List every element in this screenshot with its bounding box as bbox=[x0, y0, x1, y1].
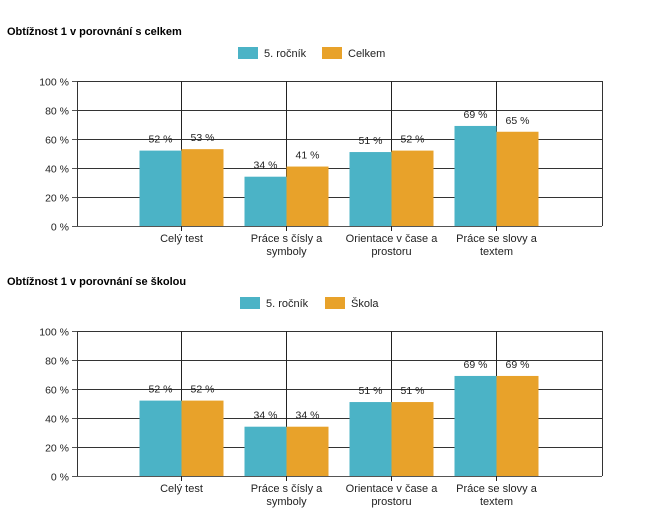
category-label: Práce se slovy a textem bbox=[456, 483, 538, 508]
y-tick-label: 40 % bbox=[45, 164, 69, 176]
y-tick-label: 0 % bbox=[51, 472, 69, 484]
bar-s1-c1 bbox=[139, 400, 182, 476]
bar-s1-c2 bbox=[244, 426, 287, 476]
y-tick-label: 20 % bbox=[45, 193, 69, 205]
data-label: 53 % bbox=[191, 132, 215, 144]
y-tick-label: 60 % bbox=[45, 135, 69, 147]
y-tick-label: 80 % bbox=[45, 106, 69, 118]
data-label: 51 % bbox=[359, 135, 383, 147]
legend-swatch-1 bbox=[240, 297, 260, 309]
data-label: 69 % bbox=[464, 109, 488, 121]
bar-s2-c4 bbox=[496, 375, 539, 476]
legend-swatch-1 bbox=[238, 47, 258, 59]
data-label: 34 % bbox=[254, 410, 278, 422]
y-tick-label: 100 % bbox=[39, 77, 69, 89]
data-label: 51 % bbox=[359, 385, 383, 397]
y-tick-label: 20 % bbox=[45, 443, 69, 455]
bar-s1-c1 bbox=[139, 150, 182, 226]
category-label-line: Práce se slovy a bbox=[456, 483, 538, 495]
category-label: Orientace v čase a prostoru bbox=[346, 233, 439, 258]
y-tick-label: 80 % bbox=[45, 356, 69, 368]
data-label: 34 % bbox=[254, 160, 278, 172]
data-label: 51 % bbox=[401, 385, 425, 397]
data-label: 52 % bbox=[401, 134, 425, 146]
legend-label-1: 5. ročník bbox=[264, 48, 307, 60]
category-label-line: Práce s čísly a bbox=[251, 233, 323, 245]
category-label-line: Celý test bbox=[160, 233, 203, 245]
chart-title: Obtížnost 1 v porovnání s celkem bbox=[7, 26, 182, 38]
category-label-line: Orientace v čase a bbox=[346, 483, 439, 495]
y-tick-label: 0 % bbox=[51, 222, 69, 234]
y-tick-label: 60 % bbox=[45, 385, 69, 397]
category-label-line: Práce se slovy a bbox=[456, 233, 538, 245]
chart-2: Obtížnost 1 v porovnání se školou 5. ročn… bbox=[7, 276, 603, 508]
y-tick-label: 100 % bbox=[39, 327, 69, 339]
chart-1: Obtížnost 1 v porovnání s celkem 5. roční… bbox=[7, 26, 603, 258]
category-label-line: symboly bbox=[266, 496, 307, 508]
category-label: Práce s čísly a symboly bbox=[251, 233, 323, 258]
data-label: 69 % bbox=[506, 359, 530, 371]
data-label: 41 % bbox=[296, 150, 320, 162]
bar-s1-c3 bbox=[349, 152, 392, 226]
data-label: 65 % bbox=[506, 115, 530, 127]
data-label: 52 % bbox=[149, 384, 173, 396]
bar-s1-c2 bbox=[244, 176, 287, 226]
category-label-line: textem bbox=[480, 246, 513, 258]
legend-label-1: 5. ročník bbox=[266, 298, 309, 310]
bar-s2-c2 bbox=[286, 426, 329, 476]
bar-s2-c3 bbox=[391, 150, 434, 226]
category-label-line: textem bbox=[480, 496, 513, 508]
bar-s1-c3 bbox=[349, 402, 392, 476]
bar-s2-c1 bbox=[181, 149, 224, 226]
bar-s2-c3 bbox=[391, 402, 434, 476]
legend: 5. ročník Celkem bbox=[238, 47, 385, 60]
category-label-line: prostoru bbox=[371, 246, 411, 258]
bar-s1-c4 bbox=[454, 125, 497, 226]
chart-title: Obtížnost 1 v porovnání se školou bbox=[7, 276, 186, 288]
legend-label-2: Celkem bbox=[348, 48, 385, 60]
category-label-line: Práce s čísly a bbox=[251, 483, 323, 495]
category-label-line: Orientace v čase a bbox=[346, 233, 439, 245]
y-tick-label: 40 % bbox=[45, 414, 69, 426]
category-label: Celý test bbox=[160, 233, 203, 245]
legend-swatch-2 bbox=[322, 47, 342, 59]
category-label-line: prostoru bbox=[371, 496, 411, 508]
bar-s2-c1 bbox=[181, 400, 224, 476]
category-label-line: Celý test bbox=[160, 483, 203, 495]
category-label: Celý test bbox=[160, 483, 203, 495]
bar-s1-c4 bbox=[454, 375, 497, 476]
legend-label-2: Škola bbox=[351, 297, 379, 310]
bar-s2-c4 bbox=[496, 131, 539, 226]
data-label: 52 % bbox=[191, 384, 215, 396]
legend-swatch-2 bbox=[325, 297, 345, 309]
data-label: 34 % bbox=[296, 410, 320, 422]
bar-s2-c2 bbox=[286, 166, 329, 226]
category-label-line: symboly bbox=[266, 246, 307, 258]
category-label: Orientace v čase a prostoru bbox=[346, 483, 439, 508]
category-label: Práce se slovy a textem bbox=[456, 233, 538, 258]
legend: 5. ročník Škola bbox=[240, 297, 379, 310]
category-label: Práce s čísly a symboly bbox=[251, 483, 323, 508]
data-label: 52 % bbox=[149, 134, 173, 146]
data-label: 69 % bbox=[464, 359, 488, 371]
